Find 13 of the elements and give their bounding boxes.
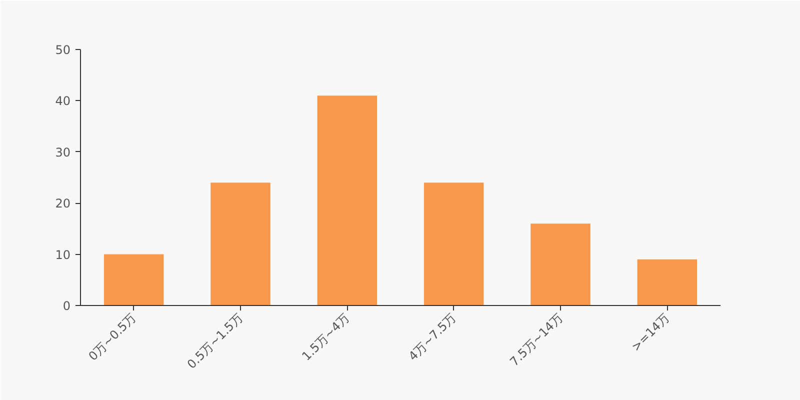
bar (210, 182, 270, 306)
x-tick-label: 1.5万~4万 (299, 310, 352, 364)
bar (317, 96, 378, 306)
y-tick-label: 0 (62, 299, 71, 313)
y-tick-label: 30 (55, 145, 71, 160)
bar (530, 224, 590, 306)
bar (637, 259, 698, 306)
y-tick-label: 10 (55, 248, 71, 262)
y-tick-label: 40 (55, 94, 71, 108)
y-tick-label: 20 (55, 196, 71, 211)
bar (104, 254, 164, 306)
y-tick-label: 50 (55, 43, 71, 57)
bar (424, 182, 484, 306)
